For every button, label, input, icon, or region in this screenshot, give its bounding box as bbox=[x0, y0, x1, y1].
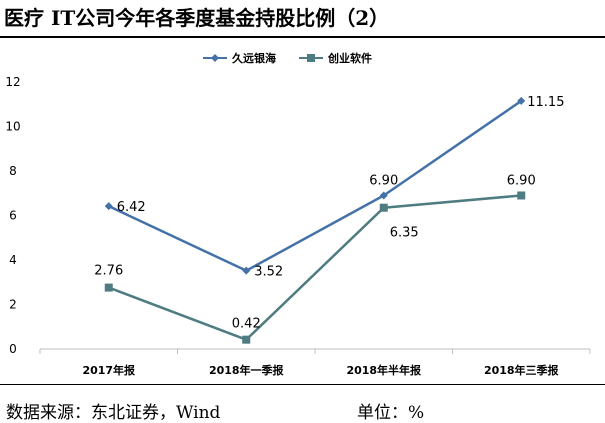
chart-legend: 久远银海 创业软件 bbox=[203, 51, 372, 65]
data-label: 11.15 bbox=[527, 95, 564, 110]
data-point bbox=[517, 96, 526, 105]
legend-marker bbox=[307, 54, 315, 62]
page-title: 医疗 IT公司今年各季度基金持股比例（2） bbox=[4, 6, 390, 30]
data-label: 0.42 bbox=[232, 317, 261, 332]
data-label: 2.76 bbox=[94, 264, 123, 279]
data-point bbox=[242, 266, 251, 275]
data-point bbox=[517, 191, 526, 200]
data-label: 6.90 bbox=[507, 173, 536, 188]
top-divider bbox=[0, 36, 605, 38]
data-point bbox=[104, 283, 113, 292]
y-tick-label: 12 bbox=[5, 75, 20, 89]
data-point bbox=[379, 203, 388, 212]
line-chart: 久远银海 创业软件 0 2 4 6 8 10 12 2017年报 2018年一季报 2018年半年报… bbox=[5, 51, 591, 377]
y-tick-label: 2 bbox=[9, 298, 17, 312]
x-tick-label: 2018年一季报 bbox=[209, 363, 285, 377]
y-tick-label: 6 bbox=[9, 209, 17, 223]
y-tick-label: 0 bbox=[9, 342, 17, 356]
source-note: 数据来源：东北证券，Wind bbox=[6, 403, 221, 423]
chart-series bbox=[104, 96, 526, 344]
legend-label: 创业软件 bbox=[327, 51, 372, 65]
series-line bbox=[108, 194, 522, 341]
data-point bbox=[104, 202, 113, 211]
x-tick-label: 2018年半年报 bbox=[346, 363, 422, 377]
bottom-divider bbox=[0, 384, 605, 385]
legend-item: 创业软件 bbox=[299, 51, 372, 65]
y-tick-label: 8 bbox=[9, 164, 17, 178]
data-labels: 6.42 3.52 6.90 11.15 2.76 0.42 6.35 6.90 bbox=[94, 95, 564, 332]
y-tick-label: 4 bbox=[9, 253, 17, 267]
unit-note: 单位：% bbox=[357, 403, 425, 423]
legend-item: 久远银海 bbox=[203, 51, 276, 65]
data-point bbox=[242, 335, 251, 344]
data-label: 6.35 bbox=[390, 226, 419, 241]
data-label: 6.42 bbox=[117, 200, 146, 215]
legend-marker bbox=[211, 54, 219, 62]
chart-axes: 0 2 4 6 8 10 12 2017年报 2018年一季报 2018年半年报 2018年三季报 bbox=[5, 75, 591, 377]
x-tick-label: 2017年报 bbox=[82, 363, 136, 377]
y-tick-label: 10 bbox=[5, 120, 20, 134]
x-tick-label: 2018年三季报 bbox=[484, 363, 560, 377]
legend-label: 久远银海 bbox=[232, 51, 276, 65]
data-label: 3.52 bbox=[254, 265, 283, 280]
series-line bbox=[108, 99, 522, 272]
data-label: 6.90 bbox=[369, 173, 398, 188]
data-point bbox=[379, 191, 388, 200]
